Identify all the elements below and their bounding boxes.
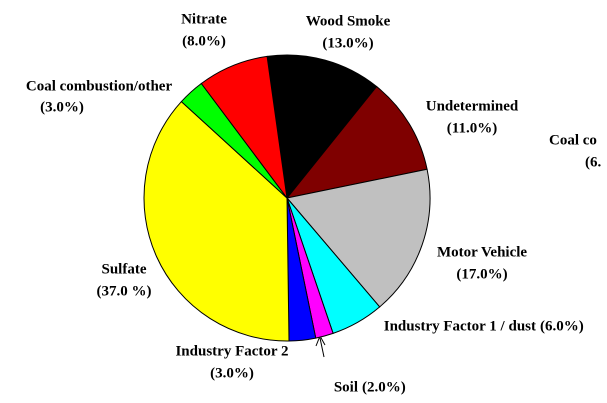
slice-label: Soil	[334, 379, 358, 395]
pie-slice	[266, 54, 378, 200]
slice-label: Industry Factor 2	[175, 343, 288, 359]
slice-label: Undetermined	[426, 98, 519, 114]
leader-line	[319, 337, 325, 358]
slice-value-label: (3.0%)	[210, 365, 254, 381]
pie-slice	[200, 55, 288, 199]
pie-slice	[285, 85, 428, 199]
slice-label: Sulfate	[102, 261, 147, 277]
slice-value-label: (2.0%)	[362, 379, 406, 395]
slice-label: Wood Smoke	[306, 13, 391, 29]
pie-slice	[143, 100, 290, 342]
slice-label: Nitrate	[181, 11, 227, 27]
annotation: Coal co	[549, 132, 597, 148]
slice-value-label: (8.0%)	[182, 33, 226, 49]
slice-value-label: (17.0%)	[456, 266, 507, 282]
slice-label: Industry Factor 1 / dust	[384, 318, 536, 334]
slice-label: Motor Vehicle	[437, 244, 527, 260]
slice-label: Coal combustion/other	[26, 78, 173, 94]
slice-value-label: (6.0%)	[540, 318, 584, 334]
annotation: (6.	[585, 154, 601, 170]
slice-value-label: (3.0%)	[40, 99, 84, 115]
slice-value-label: (13.0%)	[322, 35, 373, 51]
pie-slice	[286, 168, 431, 308]
slice-value-label: (11.0%)	[447, 120, 497, 136]
slice-value-label: (37.0 %)	[97, 283, 152, 299]
